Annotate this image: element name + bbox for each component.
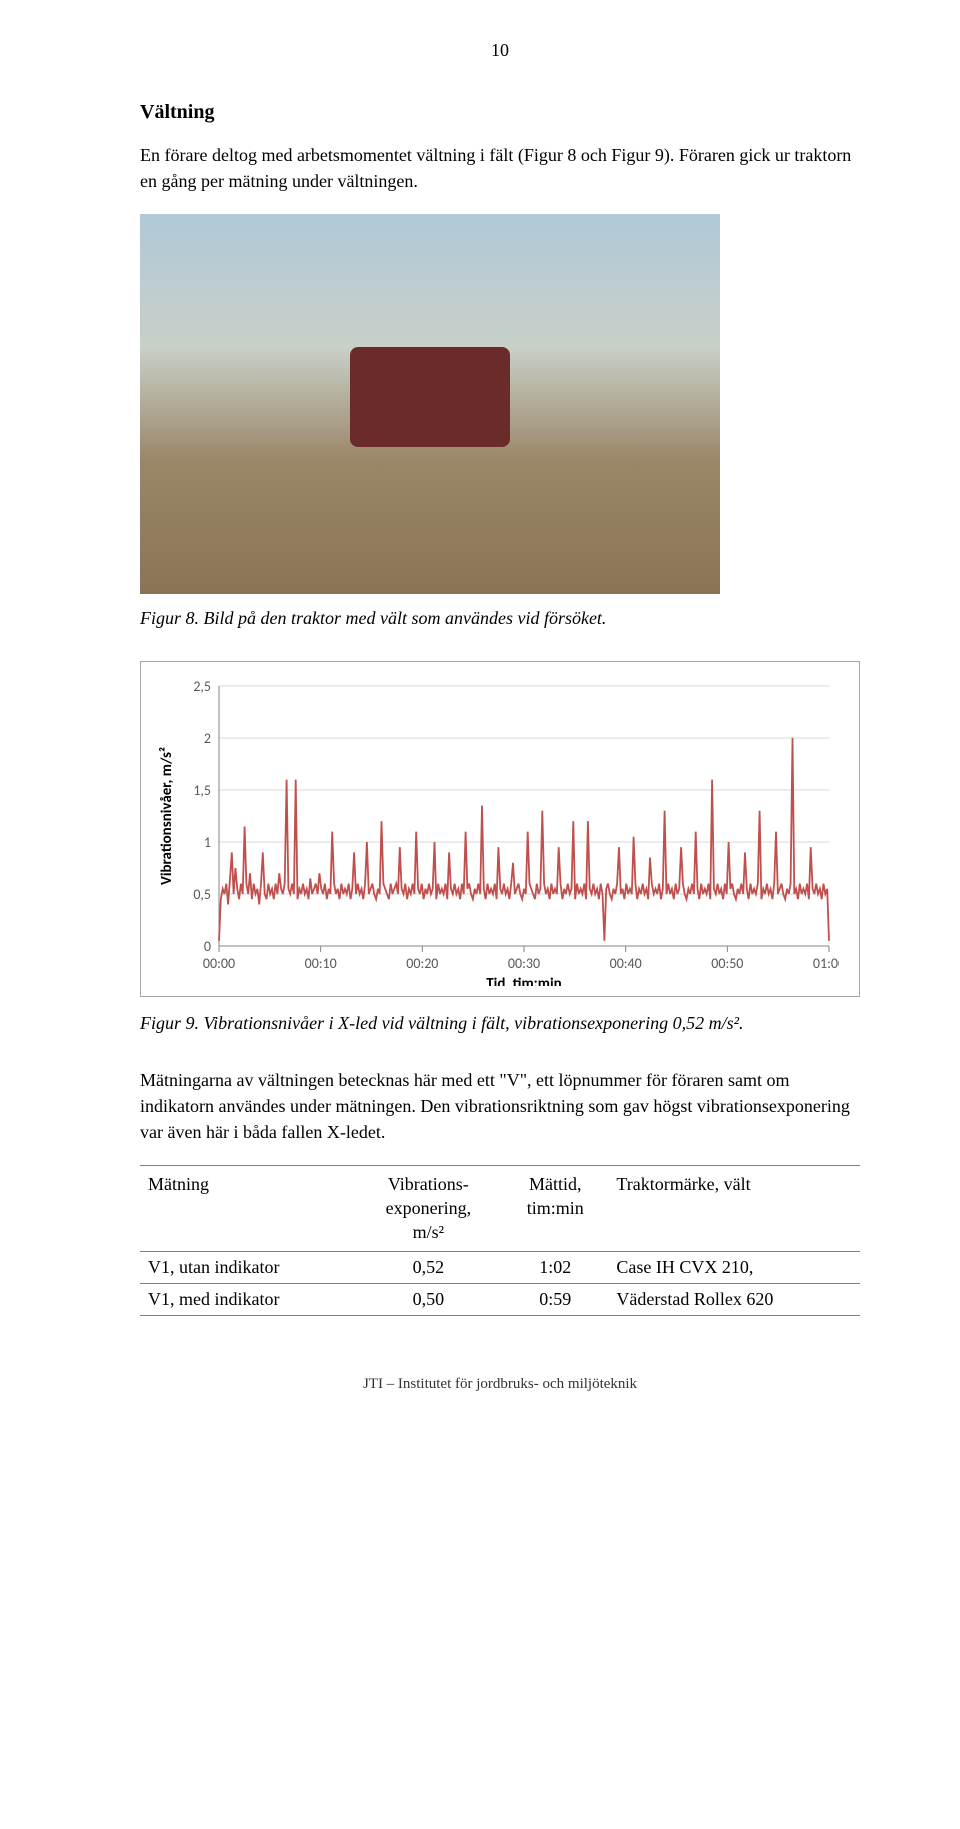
svg-text:1: 1 xyxy=(204,834,211,851)
table-cell: Case IH CVX 210, xyxy=(608,1251,860,1283)
svg-text:2,5: 2,5 xyxy=(193,678,211,695)
svg-text:01:00: 01:00 xyxy=(813,955,839,972)
svg-text:Vibrationsnivåer, m/s²: Vibrationsnivåer, m/s² xyxy=(158,747,176,885)
table-cell: 0,50 xyxy=(355,1283,503,1315)
body-paragraph: Mätningarna av vältningen betecknas här … xyxy=(140,1067,860,1145)
figure9-caption: Figur 9. Vibrationsnivåer i X-led vid vä… xyxy=(140,1011,860,1036)
table-cell: 0,52 xyxy=(355,1251,503,1283)
svg-text:0: 0 xyxy=(204,938,211,955)
table-header: Vibrations-exponering,m/s² xyxy=(355,1165,503,1251)
svg-text:00:20: 00:20 xyxy=(406,955,438,972)
svg-text:1,5: 1,5 xyxy=(193,782,211,799)
table-cell: V1, utan indikator xyxy=(140,1251,355,1283)
page-number: 10 xyxy=(140,40,860,61)
table-cell: Väderstad Rollex 620 xyxy=(608,1283,860,1315)
table-row: V1, utan indikator0,521:02Case IH CVX 21… xyxy=(140,1251,860,1283)
intro-paragraph: En förare deltog med arbetsmomentet vält… xyxy=(140,142,860,194)
svg-text:00:30: 00:30 xyxy=(508,955,540,972)
table-cell: V1, med indikator xyxy=(140,1283,355,1315)
table-cell: 0:59 xyxy=(502,1283,608,1315)
svg-text:00:00: 00:00 xyxy=(203,955,235,972)
footer: JTI – Institutet för jordbruks- och milj… xyxy=(140,1376,860,1393)
table-header: Traktormärke, vält xyxy=(608,1165,860,1251)
svg-text:0,5: 0,5 xyxy=(193,886,211,903)
figure8-caption: Figur 8. Bild på den traktor med vält so… xyxy=(140,606,860,631)
svg-text:00:10: 00:10 xyxy=(305,955,337,972)
svg-text:2: 2 xyxy=(204,730,211,747)
table-row: V1, med indikator0,500:59Väderstad Rolle… xyxy=(140,1283,860,1315)
section-title: Vältning xyxy=(140,101,860,124)
table-header: Mätning xyxy=(140,1165,355,1251)
figure8-photo xyxy=(140,214,720,594)
table-cell: 1:02 xyxy=(502,1251,608,1283)
chart-svg: 0 0,5 1 1,5 2 2,5 00:00 00:10 00:20 00:30 00:40 00:… xyxy=(149,676,839,986)
svg-text:Tid, tim:min: Tid, tim:min xyxy=(486,975,561,986)
vibration-chart: 0 0,5 1 1,5 2 2,5 00:00 00:10 00:20 00:30 00:40 00:… xyxy=(140,661,860,997)
measurements-table: MätningVibrations-exponering,m/s²Mättid,… xyxy=(140,1165,860,1316)
svg-text:00:50: 00:50 xyxy=(711,955,743,972)
table-header: Mättid,tim:min xyxy=(502,1165,608,1251)
svg-text:00:40: 00:40 xyxy=(610,955,642,972)
